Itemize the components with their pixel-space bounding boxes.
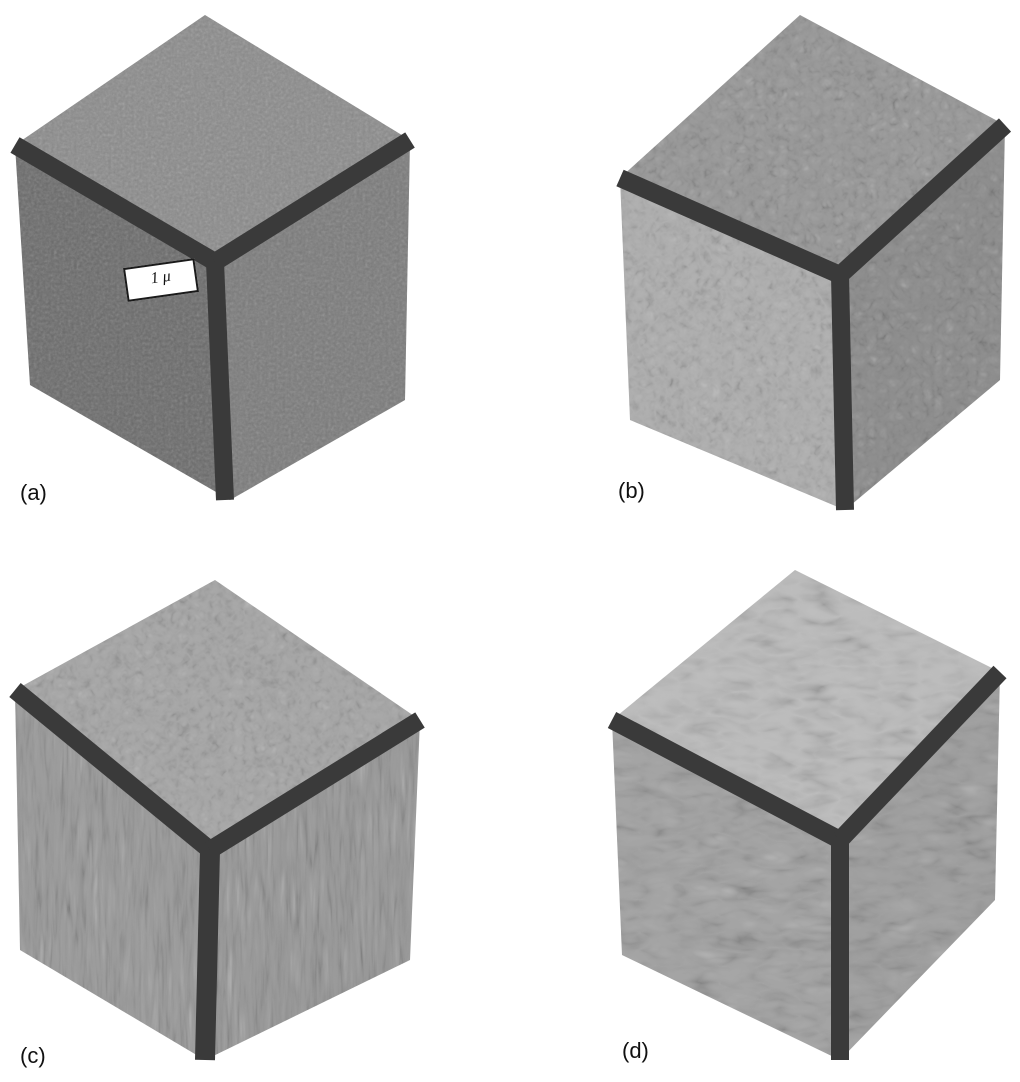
cube-c [9, 580, 425, 1061]
scale-bar-label: 1 μ [149, 267, 172, 288]
cube-d-edge-right [833, 665, 1007, 847]
cube-a [10, 15, 415, 501]
cube-c-edge-right [205, 712, 425, 858]
cube-c-edge-left [9, 683, 216, 857]
cube-d-edge-left [607, 712, 845, 848]
cube-b-edge-left [616, 169, 844, 284]
cube-b [616, 15, 1012, 511]
cube-b-edge-vertical [831, 274, 854, 511]
cube-a-edge-vertical [206, 261, 234, 501]
cube-b-edge-right [833, 118, 1012, 282]
panel-label-b: (b) [618, 478, 645, 503]
cube-c-edge-vertical [195, 849, 220, 1061]
panel-label-d: (d) [622, 1038, 649, 1063]
cube-d [607, 570, 1007, 1060]
cube-a-edge-right [210, 132, 415, 270]
panel-label-c: (c) [20, 1043, 46, 1068]
panel-label-a: (a) [20, 480, 47, 505]
cube-a-edge-left [10, 137, 220, 270]
